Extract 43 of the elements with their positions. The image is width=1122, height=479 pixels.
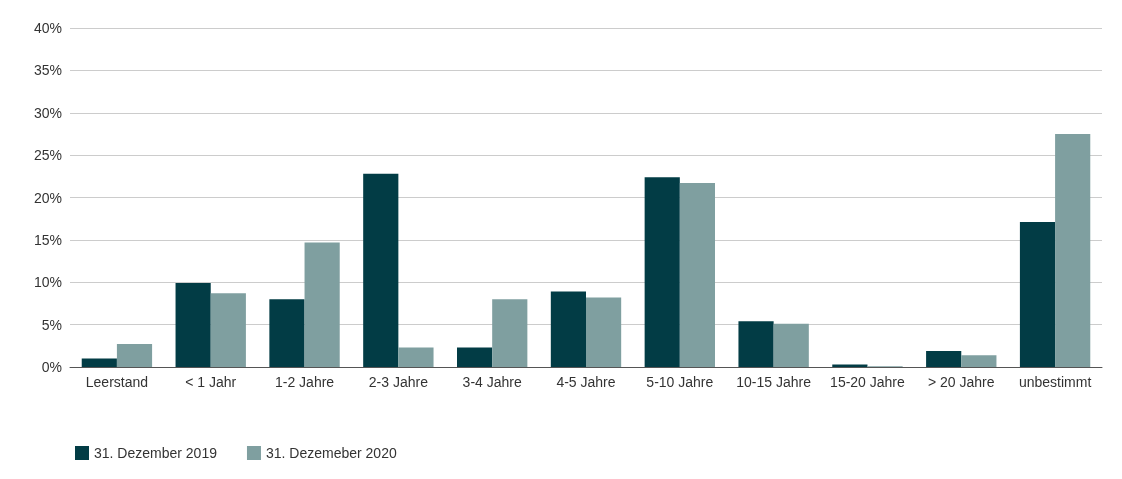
- x-tick-label: Leerstand: [85, 374, 149, 390]
- bar: [363, 173, 399, 367]
- bar: [304, 242, 340, 367]
- y-tick-label: 20%: [33, 189, 62, 206]
- bar: [773, 323, 809, 367]
- x-tick-label: 4-5 Jahre: [556, 374, 616, 390]
- x-tick-label: unbestimmt: [1018, 374, 1092, 390]
- bar: [961, 355, 997, 367]
- bar: [1019, 222, 1056, 367]
- bar: [586, 297, 622, 367]
- y-tick-label: 30%: [33, 104, 62, 121]
- legend-label: 31. Dezember 2019: [94, 445, 218, 461]
- bar: [679, 183, 715, 367]
- bar: [398, 347, 434, 367]
- bar: [210, 293, 246, 367]
- x-tick-label: < 1 Jahr: [185, 374, 237, 390]
- bar: [550, 291, 586, 367]
- x-tick-label: > 20 Jahre: [927, 374, 995, 390]
- y-tick-label: 15%: [33, 231, 62, 248]
- bar: [81, 358, 117, 367]
- bar: [457, 347, 493, 367]
- y-tick-label: 35%: [33, 62, 62, 79]
- y-tick-label: 10%: [33, 274, 62, 291]
- x-tick-label: 5-10 Jahre: [646, 374, 714, 390]
- y-tick-label: 25%: [33, 147, 62, 164]
- bar: [644, 177, 680, 367]
- bar: [1055, 133, 1091, 367]
- x-tick-label: 10-15 Jahre: [736, 374, 812, 390]
- bar: [738, 321, 774, 367]
- x-tick-label: 1-2 Jahre: [274, 374, 335, 390]
- bar: [492, 299, 528, 367]
- bar: [926, 350, 962, 367]
- bar: [269, 299, 305, 367]
- x-tick-label: 2-3 Jahre: [368, 374, 429, 390]
- bar: [175, 283, 211, 367]
- y-tick-label: 40%: [33, 20, 62, 36]
- x-tick-label: 3-4 Jahre: [462, 374, 522, 390]
- y-tick-label: 0%: [41, 359, 62, 375]
- bar: [116, 344, 153, 367]
- y-tick-label: 5%: [41, 316, 62, 333]
- x-tick-label: 15-20 Jahre: [830, 374, 906, 390]
- legend-label: 31. Dezemeber 2020: [265, 445, 397, 461]
- bar: [832, 364, 868, 367]
